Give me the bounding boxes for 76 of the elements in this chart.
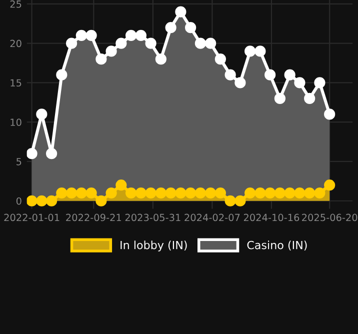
y-tick-label: 10: [10, 118, 22, 126]
y-tick-label: 5: [16, 158, 22, 166]
y-tick-label: 0: [16, 197, 22, 205]
point: [175, 187, 186, 199]
point: [135, 30, 146, 42]
point: [46, 148, 58, 160]
point: [145, 187, 156, 199]
x-tick-label: 2023-05-31: [125, 214, 180, 222]
point: [224, 195, 236, 206]
point: [274, 92, 286, 104]
point: [244, 46, 256, 57]
point: [165, 187, 176, 199]
point: [86, 30, 97, 42]
point: [254, 187, 266, 199]
point: [56, 69, 68, 80]
point: [56, 187, 68, 199]
point: [116, 180, 127, 191]
point: [155, 187, 166, 199]
point: [155, 54, 166, 65]
point: [185, 22, 196, 34]
point: [106, 187, 117, 199]
point: [106, 46, 117, 57]
x-tick-label: 2024-10-16: [244, 214, 300, 222]
point: [324, 180, 336, 191]
legend-label: In lobby (IN): [120, 240, 187, 252]
point: [185, 187, 196, 199]
point: [125, 30, 137, 42]
point: [96, 195, 107, 206]
point: [264, 69, 276, 80]
x-tick-label: 2024-02-07: [184, 214, 240, 222]
point: [244, 187, 256, 199]
point: [26, 148, 38, 160]
y-tick-label: 20: [10, 40, 22, 48]
point: [76, 30, 87, 42]
point: [36, 108, 48, 120]
point: [234, 195, 246, 206]
point: [36, 195, 48, 206]
legend-label: Casino (IN): [247, 240, 307, 251]
point: [86, 187, 97, 199]
point: [214, 187, 226, 199]
point: [194, 38, 206, 49]
point: [165, 22, 176, 34]
x-tick-label: 2022-01-01: [4, 214, 60, 222]
point: [175, 6, 186, 18]
y-tick-label: 15: [10, 79, 22, 87]
x-tick-label: 2022-09-21: [66, 214, 122, 222]
point: [294, 77, 306, 88]
point: [234, 77, 246, 88]
point: [76, 187, 87, 199]
point: [324, 108, 336, 120]
point: [284, 69, 296, 80]
point: [66, 187, 78, 199]
point: [304, 92, 316, 104]
point: [205, 187, 216, 199]
point: [314, 77, 326, 88]
point: [294, 187, 306, 199]
point: [66, 38, 78, 49]
point: [46, 195, 58, 206]
point: [96, 54, 107, 65]
point: [314, 187, 326, 199]
x-tick-label: 2025-06-20: [302, 214, 358, 222]
y-tick-label: 25: [10, 0, 22, 8]
point: [264, 187, 276, 199]
point: [224, 69, 236, 80]
point: [116, 38, 127, 49]
point: [135, 187, 146, 199]
point: [205, 38, 216, 49]
point: [194, 187, 206, 199]
point: [274, 187, 286, 199]
point: [214, 54, 226, 65]
point: [304, 187, 316, 199]
point: [125, 187, 137, 199]
point: [284, 187, 296, 199]
point: [254, 46, 266, 57]
point: [26, 195, 38, 206]
point: [145, 38, 156, 49]
